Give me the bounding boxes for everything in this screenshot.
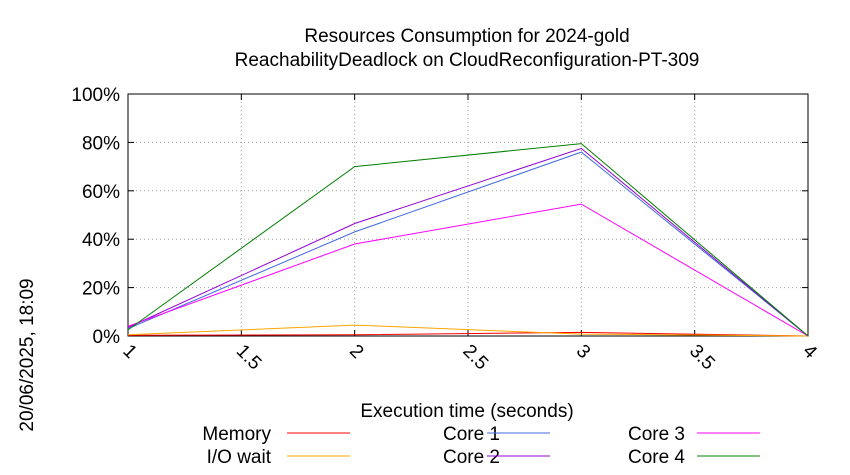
- x-tick-label: 2.5: [458, 341, 492, 375]
- chart-title-line-2: ReachabilityDeadlock on CloudReconfigura…: [235, 50, 700, 71]
- x-tick-label: 1: [118, 341, 140, 363]
- timestamp-label: 20/06/2025, 18:09: [17, 278, 38, 431]
- y-tick-label: 80%: [82, 133, 120, 154]
- legend-label-core-2: Core 2: [443, 447, 500, 468]
- y-tick-label: 0%: [93, 327, 121, 348]
- chart-title-line-1: Resources Consumption for 2024-gold: [304, 26, 629, 47]
- grid: [128, 94, 808, 336]
- series-line-core-2: [127, 147, 809, 337]
- x-tick-label: 1.5: [232, 341, 266, 375]
- series-line-i-o-wait: [127, 324, 809, 337]
- axis-ticks: 0% 20% 40% 60% 80% 100% 1 1.5 2 2.5 3 3.5 4: [71, 85, 821, 374]
- series-line-core-3: [127, 203, 809, 337]
- y-tick-label: 60%: [82, 182, 120, 203]
- series-line-core-1: [127, 151, 809, 337]
- series-line-core-4: [127, 143, 809, 337]
- y-tick-label: 40%: [82, 230, 120, 251]
- x-tick-label: 4: [798, 341, 821, 364]
- legend-label-core-4: Core 4: [628, 447, 685, 468]
- x-axis-label: Execution time (seconds): [360, 401, 573, 422]
- series-lines: [127, 143, 809, 337]
- y-tick-label: 100%: [71, 85, 120, 106]
- legend-label-core-3: Core 3: [628, 424, 685, 445]
- series-line-memory: [127, 331, 809, 337]
- x-tick-label: 3.5: [685, 341, 719, 375]
- legend-label-memory: Memory: [202, 424, 271, 445]
- legend-label-core-1: Core 1: [443, 424, 500, 445]
- x-tick-label: 3: [572, 341, 594, 363]
- x-tick-label: 2: [345, 341, 367, 363]
- y-tick-label: 20%: [82, 279, 120, 300]
- legend-label-i-o-wait: I/O wait: [207, 447, 272, 468]
